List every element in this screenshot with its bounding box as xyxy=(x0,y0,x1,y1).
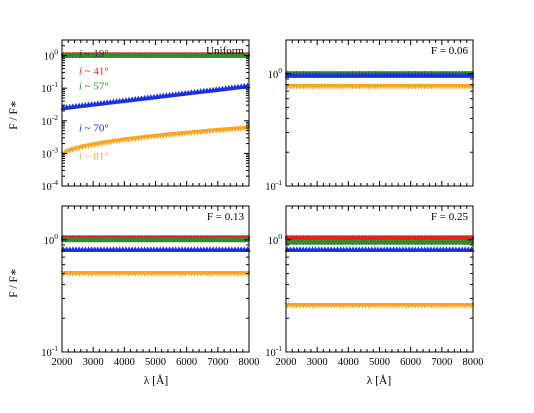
y-tick-label: 100 xyxy=(44,232,59,247)
x-tick-label: 6000 xyxy=(400,357,421,368)
y-tick-label: 100 xyxy=(268,232,283,247)
x-tick-label: 5000 xyxy=(145,357,166,368)
x-tick-label: 7000 xyxy=(207,357,228,368)
series-4 xyxy=(60,271,251,277)
y-tick-label: 10-4 xyxy=(41,178,58,193)
panel-annotation: F = 0.06 xyxy=(431,45,469,57)
x-tick-label: 4000 xyxy=(114,357,135,368)
x-tick-label: 3000 xyxy=(307,357,328,368)
xlabel-right: λ [Å] xyxy=(367,373,391,387)
x-tick-label: 7000 xyxy=(431,357,452,368)
panel-annotation: Uniform xyxy=(206,45,244,57)
series-3 xyxy=(284,246,475,252)
y-tick-label: 10-1 xyxy=(265,344,282,359)
panel-bottom-right: 2000 3000 4000 5000 6000 7000 8000 100 10-1 F = 0… xyxy=(265,205,484,368)
y-tick-label: 10-1 xyxy=(41,344,58,359)
series-3 xyxy=(284,72,475,78)
series-label: i ~ 81° xyxy=(79,150,109,162)
y-tick-label: 10-2 xyxy=(41,113,58,128)
y-tick-label: 100 xyxy=(44,48,59,63)
x-tick-label: 5000 xyxy=(369,357,390,368)
series-label: i ~ 19° xyxy=(79,48,109,60)
ylabel-bottom: F / F∗ xyxy=(8,268,20,298)
y-tick-label: 100 xyxy=(268,66,283,81)
plot-frame xyxy=(61,205,250,353)
series-2 xyxy=(60,52,251,59)
series-1 xyxy=(284,235,475,241)
x-tick-label: 3000 xyxy=(83,357,104,368)
series-label: i ~ 41° xyxy=(79,66,109,78)
panel-annotation: F = 0.25 xyxy=(431,211,469,223)
plot-frame xyxy=(61,39,250,187)
panel-top-right: 100 10-1 F = 0.06 xyxy=(265,39,475,193)
series-2 xyxy=(60,237,251,243)
series-4 xyxy=(284,302,475,309)
x-tick-label: 2000 xyxy=(52,357,73,368)
x-tick-label: 4000 xyxy=(338,357,359,368)
y-tick-label: 10-1 xyxy=(41,80,58,95)
panel-top-left: 100 10-1 10-2 10-3 10-4 Uniform i ~ 19° i ~ 41°… xyxy=(41,39,251,193)
series-4 xyxy=(284,84,475,90)
panel-bottom-left: 2000 3000 4000 5000 6000 7000 8000 100 10-1 F = 0… xyxy=(41,205,260,368)
series-2 xyxy=(284,239,475,245)
series-label: i ~ 57° xyxy=(79,80,109,92)
panel-annotation: F = 0.13 xyxy=(207,211,245,223)
x-tick-label: 6000 xyxy=(176,357,197,368)
series-label: i ~ 70° xyxy=(79,123,109,135)
x-tick-label: 8000 xyxy=(239,357,260,368)
ylabel-top: F / F∗ xyxy=(8,100,20,130)
series-3 xyxy=(60,246,251,252)
plot-frame xyxy=(285,205,474,353)
xlabel-left: λ [Å] xyxy=(144,373,168,387)
x-tick-label: 2000 xyxy=(276,357,297,368)
y-tick-label: 10-1 xyxy=(265,178,282,193)
plot-frame xyxy=(285,39,474,187)
x-tick-label: 8000 xyxy=(463,357,484,368)
y-tick-label: 10-3 xyxy=(41,145,58,160)
